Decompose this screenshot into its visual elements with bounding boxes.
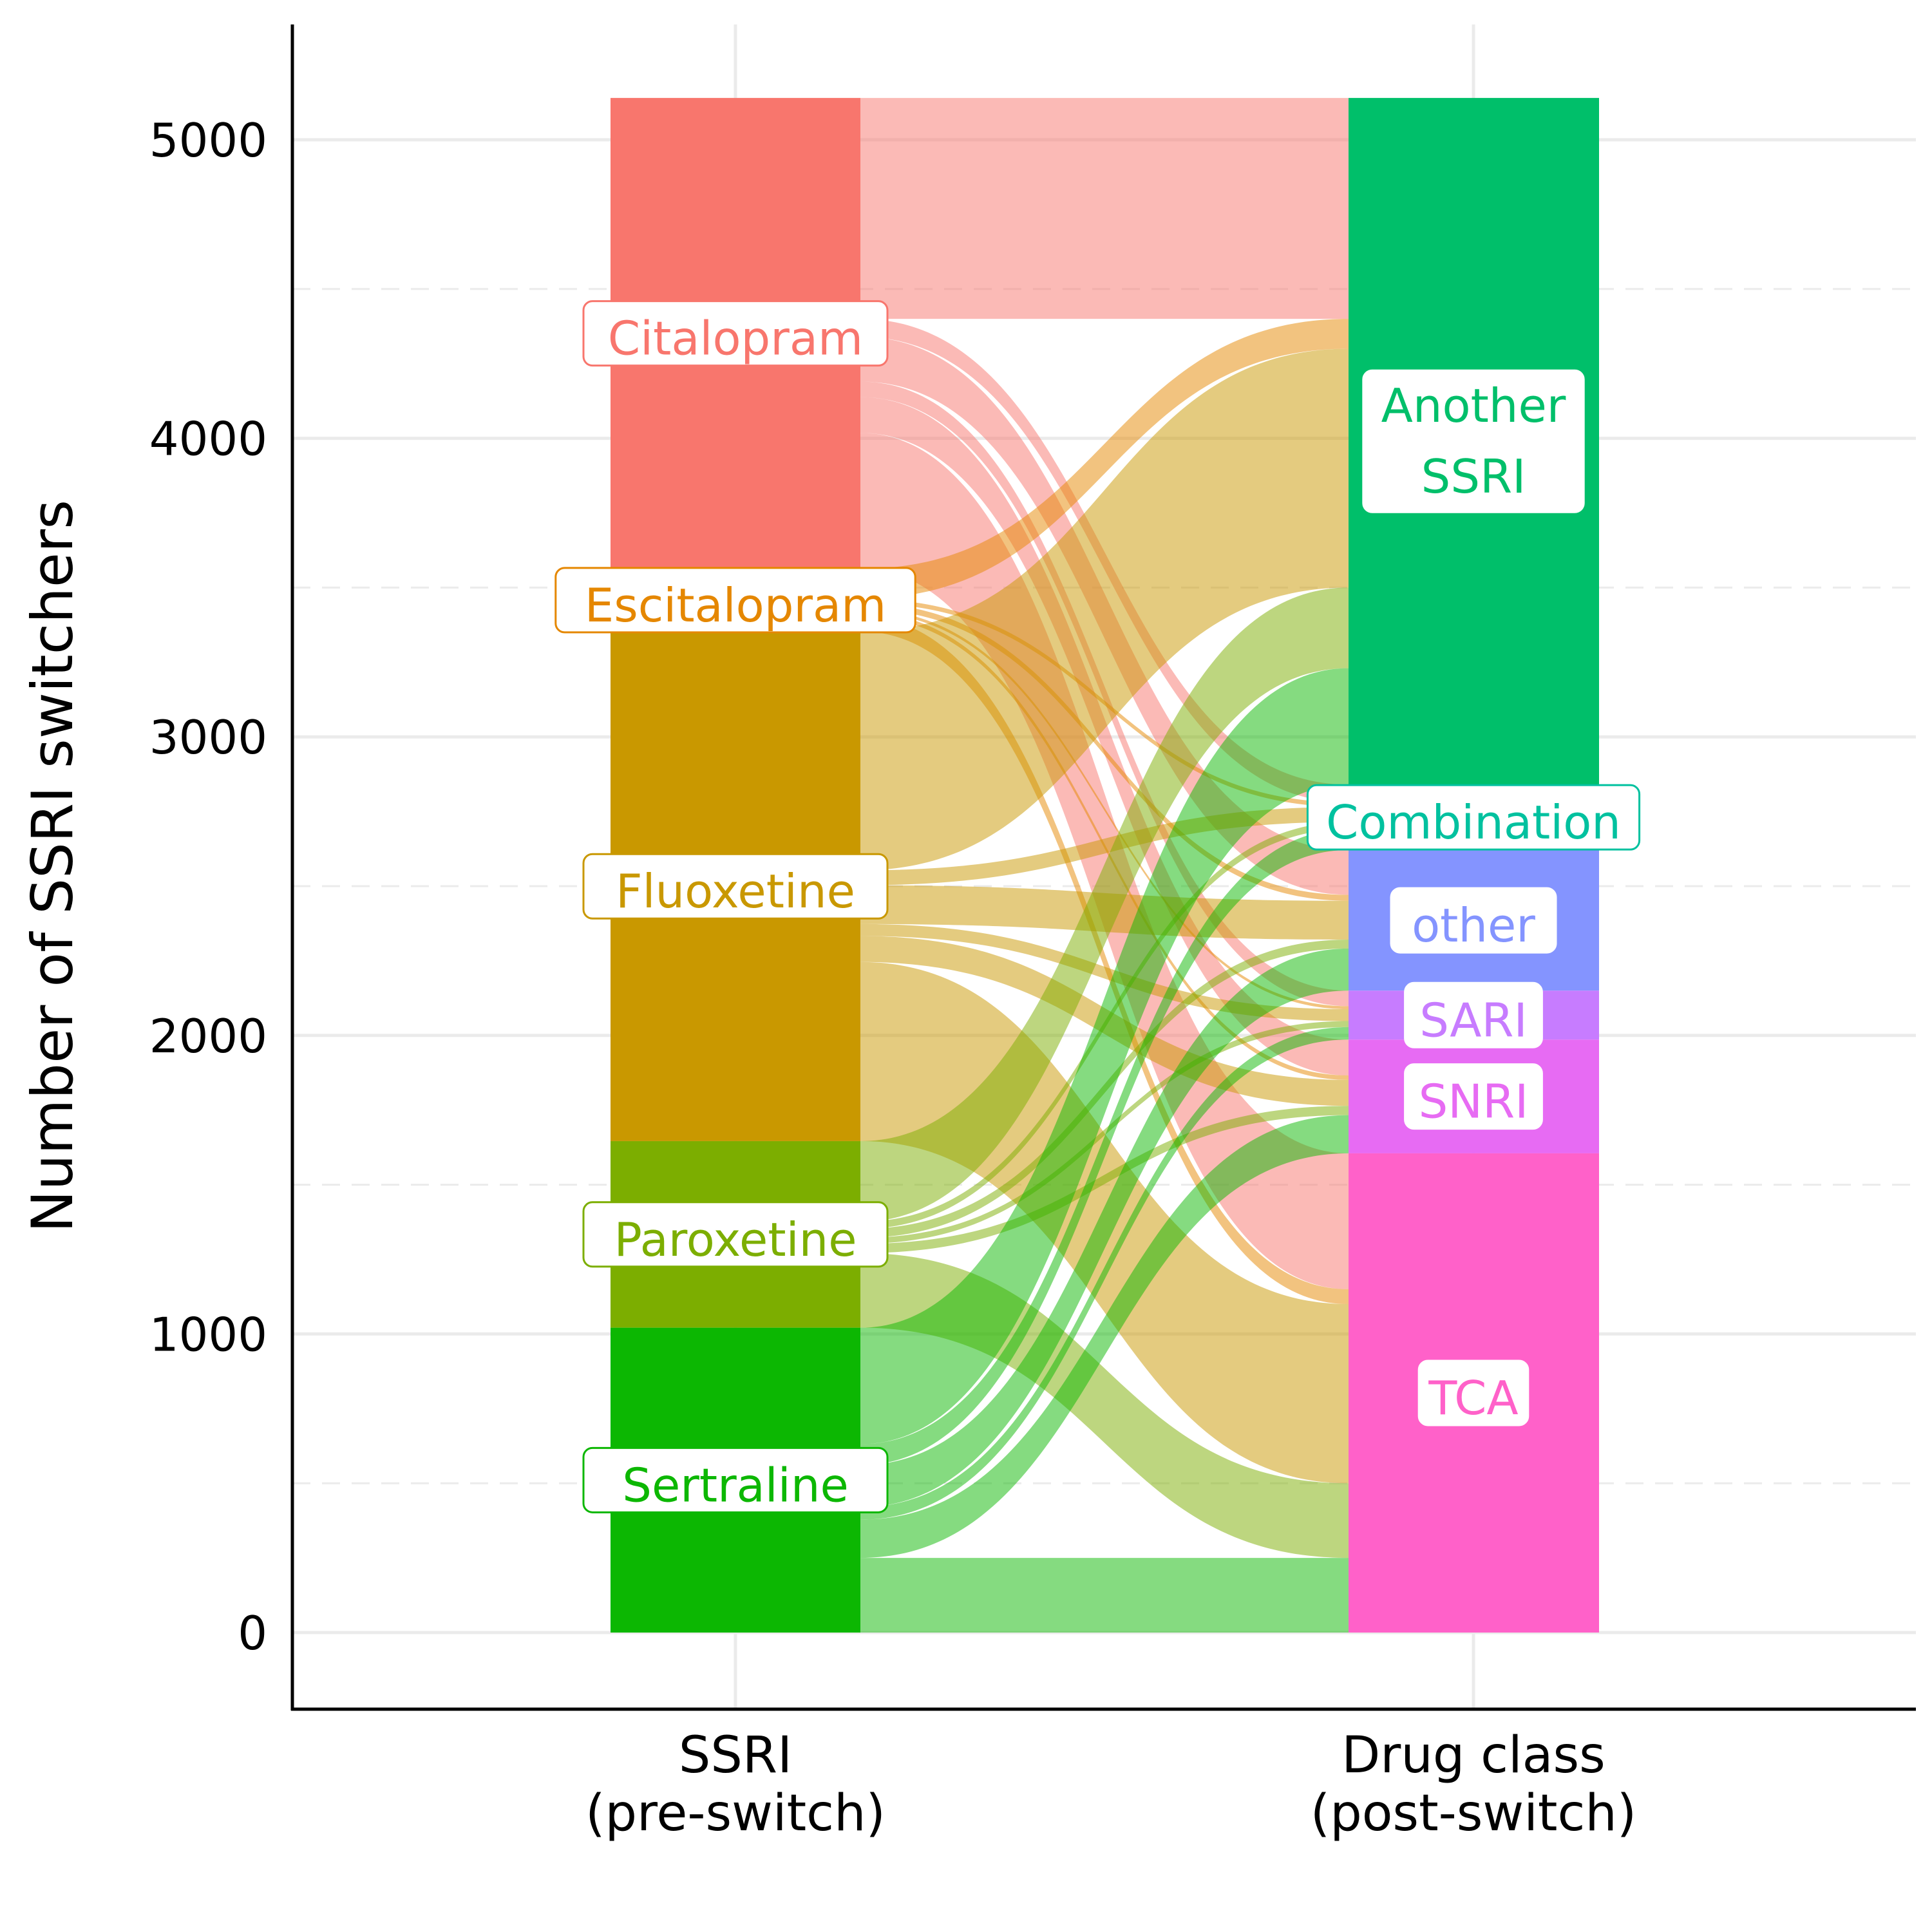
label-paroxetine: Paroxetine	[582, 1201, 889, 1268]
flow-citalopram-to-another-ssri	[860, 98, 1349, 319]
stratum-label: Paroxetine	[614, 1213, 857, 1267]
label-other: other	[1390, 887, 1557, 954]
label-box	[582, 1201, 889, 1268]
stratum-label: TCA	[1428, 1371, 1518, 1425]
flow-escitalopram-to-tca	[860, 616, 1349, 1305]
label-citalopram: Citalopram	[582, 300, 889, 367]
flow-escitalopram-to-other	[860, 603, 1349, 901]
label-box	[582, 853, 889, 920]
flow-sertraline-to-sari	[860, 1027, 1349, 1520]
label-box	[1390, 887, 1557, 954]
flow-fluoxetine-to-another-ssri	[860, 348, 1349, 871]
stratum-label: Sertraline	[622, 1458, 849, 1512]
label-box	[582, 300, 889, 367]
label-box	[1404, 981, 1543, 1048]
x-axis-label: (pre-switch)	[585, 1785, 886, 1842]
flow-sertraline-to-snri	[860, 1115, 1349, 1558]
label-box	[1417, 1359, 1530, 1426]
flow-sertraline-to-another-ssri	[860, 668, 1349, 1444]
label-box	[1362, 369, 1585, 513]
y-axis-title: Number of SSRI switchers	[19, 500, 86, 1233]
flow-citalopram-to-tca	[860, 433, 1349, 1289]
stratum-label: Combination	[1326, 795, 1621, 849]
label-sari: SARI	[1404, 981, 1543, 1048]
label-box	[1404, 1063, 1543, 1130]
stratum-label: Escitalopram	[585, 578, 887, 632]
stratum-label: SNRI	[1419, 1075, 1529, 1129]
label-combination: Combination	[1306, 784, 1641, 851]
label-box	[554, 567, 916, 634]
label-box	[582, 1446, 889, 1513]
stratum-label: Another	[1381, 379, 1566, 433]
stratum-label: other	[1412, 898, 1535, 952]
x-axis-label: Drug class	[1341, 1727, 1605, 1785]
y-tick-label: 0	[238, 1606, 267, 1660]
flow-sertraline-to-other	[860, 948, 1349, 1508]
y-tick-label: 3000	[149, 710, 267, 764]
flow-citalopram-to-snri	[860, 397, 1349, 1075]
y-tick-label: 2000	[149, 1009, 267, 1063]
stratum-label: SSRI	[1421, 450, 1526, 504]
label-escitalopram: Escitalopram	[554, 567, 916, 634]
flow-escitalopram-to-sari	[860, 609, 1349, 1010]
y-tick-label: 1000	[149, 1307, 267, 1361]
x-axis-label: SSRI	[679, 1727, 792, 1785]
flow-fluoxetine-to-sari	[860, 923, 1349, 1021]
label-fluoxetine: Fluoxetine	[582, 853, 889, 920]
label-box	[1306, 784, 1641, 851]
flow-paroxetine-to-another-ssri	[860, 587, 1349, 1222]
flow-paroxetine-to-snri	[860, 1106, 1349, 1253]
stratum-label: SARI	[1419, 993, 1528, 1047]
x-axis-label: (post-switch)	[1311, 1785, 1636, 1842]
label-snri: SNRI	[1404, 1063, 1543, 1130]
flow-escitalopram-to-another-ssri	[860, 319, 1349, 599]
label-another-ssri: Another SSRI	[1362, 369, 1585, 513]
label-tca: TCA	[1417, 1359, 1530, 1426]
stratum-label: Fluoxetine	[616, 864, 855, 918]
flow-sertraline-to-tca	[860, 1558, 1349, 1633]
label-sertraline: Sertraline	[582, 1446, 889, 1513]
y-tick-label: 5000	[149, 113, 267, 167]
flow-sertraline-to-combination	[860, 829, 1349, 1465]
stratum-label: Citalopram	[608, 312, 863, 366]
flow-paroxetine-to-sari	[860, 1021, 1349, 1244]
y-tick-label: 4000	[149, 412, 267, 466]
